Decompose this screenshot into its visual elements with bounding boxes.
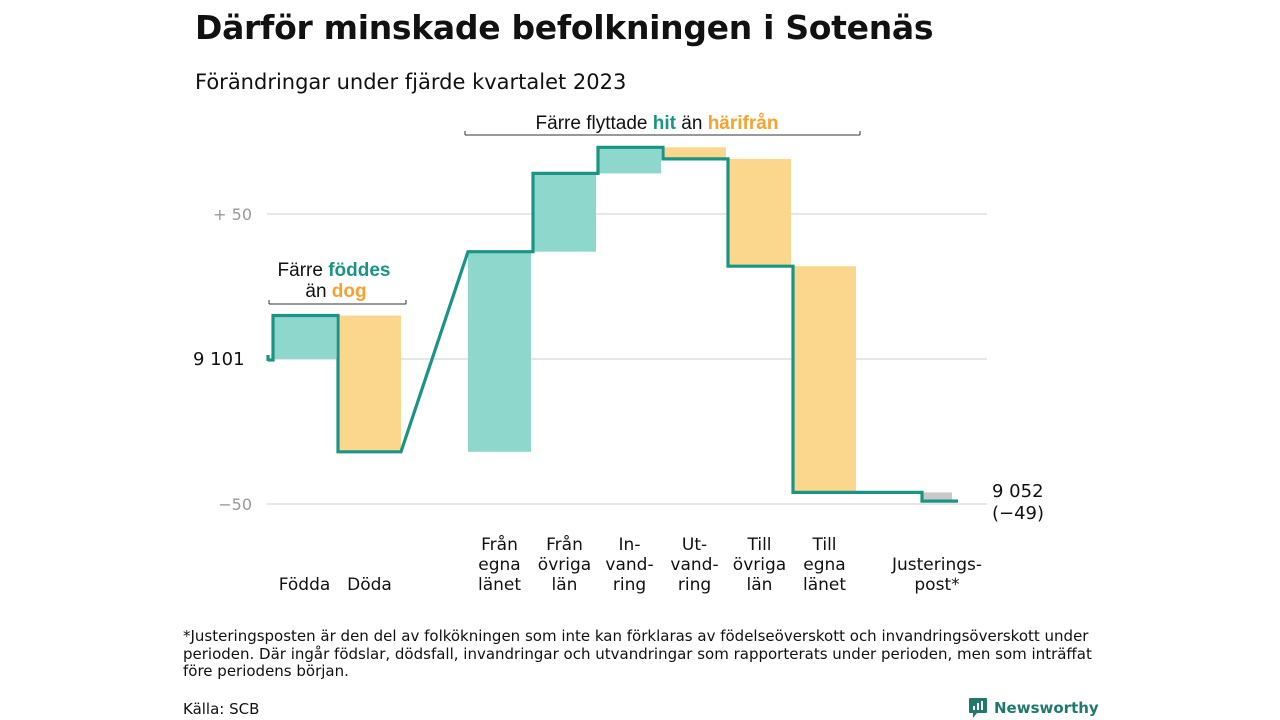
footnote: *Justeringsposten är den del av folkökni…: [183, 627, 1092, 680]
annotation-births-prefix: Färre: [278, 260, 329, 281]
category-label-justering-0: Justerings-: [891, 555, 982, 575]
annotation-migration-middle: än: [676, 113, 708, 134]
category-label-fodda-0: Födda: [279, 575, 331, 595]
bar-fodda: [273, 315, 336, 359]
category-label-utvandring-1: vand-: [670, 555, 718, 575]
category-label-till_ovriga-1: övriga: [733, 555, 786, 575]
category-label-invandring-0: In-: [619, 535, 641, 555]
category-label-doda-0: Döda: [347, 575, 392, 595]
category-label-invandring-2: ring: [613, 575, 646, 595]
annotation-migration-hit: hit: [653, 113, 677, 134]
category-label-utvandring-0: Ut-: [682, 535, 707, 555]
category-label-fran_egna-0: Från: [481, 534, 518, 555]
y-tick-label-1: −50: [218, 495, 252, 514]
y-tick-label-0: + 50: [213, 205, 252, 224]
bar-doda: [338, 315, 401, 452]
category-label-invandring-1: vand-: [605, 555, 653, 575]
category-label-fran_egna-2: länet: [478, 575, 521, 595]
category-label-till_egna-1: egna: [803, 555, 845, 575]
category-label-fran_ovriga-1: övriga: [538, 555, 591, 575]
bar-fran_ovriga: [533, 173, 596, 252]
source-label: Källa: SCB: [183, 700, 260, 718]
category-label-till_egna-2: länet: [803, 575, 846, 595]
chart-title: Därför minskade befolkningen i Sotenäs: [195, 8, 934, 47]
annotation-births-highlight2: dog: [332, 281, 367, 302]
running-total-path: [268, 145, 958, 503]
category-label-utvandring-2: ring: [678, 575, 711, 595]
bar-till_egna: [793, 266, 856, 493]
category-label-fran_ovriga-0: Från: [546, 534, 583, 555]
annotation-births-line1: Färre föddes: [278, 260, 391, 281]
brand-logo: Newsworthy: [968, 697, 1099, 719]
newsworthy-logo-icon: [969, 698, 987, 718]
end-change-label: (−49): [992, 503, 1044, 524]
annotation-births-prefix2: än: [305, 281, 331, 302]
running-total-line: [266, 145, 958, 503]
chart-subtitle: Förändringar under fjärde kvartalet 2023: [195, 70, 627, 94]
annotation-births-line2: än dog: [305, 281, 366, 302]
bar-fran_egna: [468, 251, 531, 452]
category-label-fran_egna-1: egna: [478, 555, 520, 575]
category-label-till_ovriga-0: Till: [746, 535, 771, 555]
annotation-migration: Färre flyttade hit än härifrån: [536, 113, 779, 134]
category-label-justering-1: post*: [914, 575, 959, 595]
bar-invandring: [598, 147, 661, 174]
category-label-fran_ovriga-2: län: [552, 575, 578, 595]
category-label-till_egna-0: Till: [811, 535, 836, 555]
bar-till_ovriga: [728, 158, 791, 267]
annotation-migration-prefix: Färre flyttade: [536, 113, 653, 134]
bar-justering: [922, 492, 952, 502]
category-label-till_ovriga-2: län: [747, 575, 773, 595]
annotation-births-highlight: föddes: [328, 260, 390, 281]
annotation-migration-harifran: härifrån: [708, 113, 779, 134]
end-value-label: 9 052: [992, 481, 1044, 502]
brand-name: Newsworthy: [994, 699, 1099, 717]
start-value-label: 9 101: [193, 349, 245, 370]
bars: [273, 147, 952, 502]
bar-utvandring: [663, 147, 726, 159]
